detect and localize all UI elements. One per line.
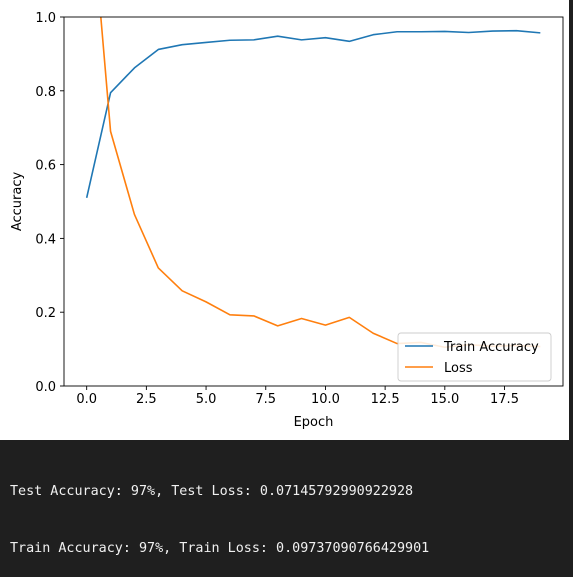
y-tick-label: 0.8 bbox=[35, 85, 56, 100]
x-tick-label: 10.0 bbox=[311, 392, 340, 407]
legend-box bbox=[397, 332, 552, 382]
x-tick-label: 12.5 bbox=[371, 392, 400, 407]
x-tick-label: 15.0 bbox=[430, 392, 459, 407]
y-tick-label: 1.0 bbox=[35, 11, 56, 26]
x-tick-label: 2.5 bbox=[136, 392, 157, 407]
series-line-train-accuracy bbox=[85, 29, 541, 198]
legend-label-train-accuracy: Train Accuracy bbox=[443, 340, 539, 355]
x-tick-label: 17.5 bbox=[490, 392, 519, 407]
plot-area: 0.0 2.5 5.0 7.5 10.0 12.5 15.0 17.5 0.0 0.2 0.4 0.6… bbox=[0, 0, 569, 440]
x-tick-label: 5.0 bbox=[196, 392, 217, 407]
y-tick-label: 0.2 bbox=[35, 306, 56, 321]
x-tick-label: 7.5 bbox=[255, 392, 276, 407]
train-metrics-line: Train Accuracy: 97%, Train Loss: 0.09737… bbox=[10, 541, 430, 556]
legend-label-loss: Loss bbox=[444, 361, 473, 376]
y-tick-label: 0.6 bbox=[35, 159, 56, 174]
legend: Train Accuracy Loss bbox=[397, 332, 552, 382]
x-axis-label: Epoch bbox=[294, 415, 334, 430]
cell-output: Test Accuracy: 97%, Test Loss: 0.0714579… bbox=[10, 444, 429, 577]
y-tick-label: 0.4 bbox=[35, 232, 56, 247]
axes-frame bbox=[63, 16, 564, 387]
test-metrics-line: Test Accuracy: 97%, Test Loss: 0.0714579… bbox=[10, 484, 414, 499]
x-tick-label: 0.0 bbox=[76, 392, 97, 407]
line-chart: 0.0 2.5 5.0 7.5 10.0 12.5 15.0 17.5 0.0 0.2 0.4 0.6… bbox=[10, 11, 564, 430]
y-tick-label: 0.0 bbox=[35, 380, 56, 395]
y-axis-label: Accuracy bbox=[10, 172, 25, 232]
